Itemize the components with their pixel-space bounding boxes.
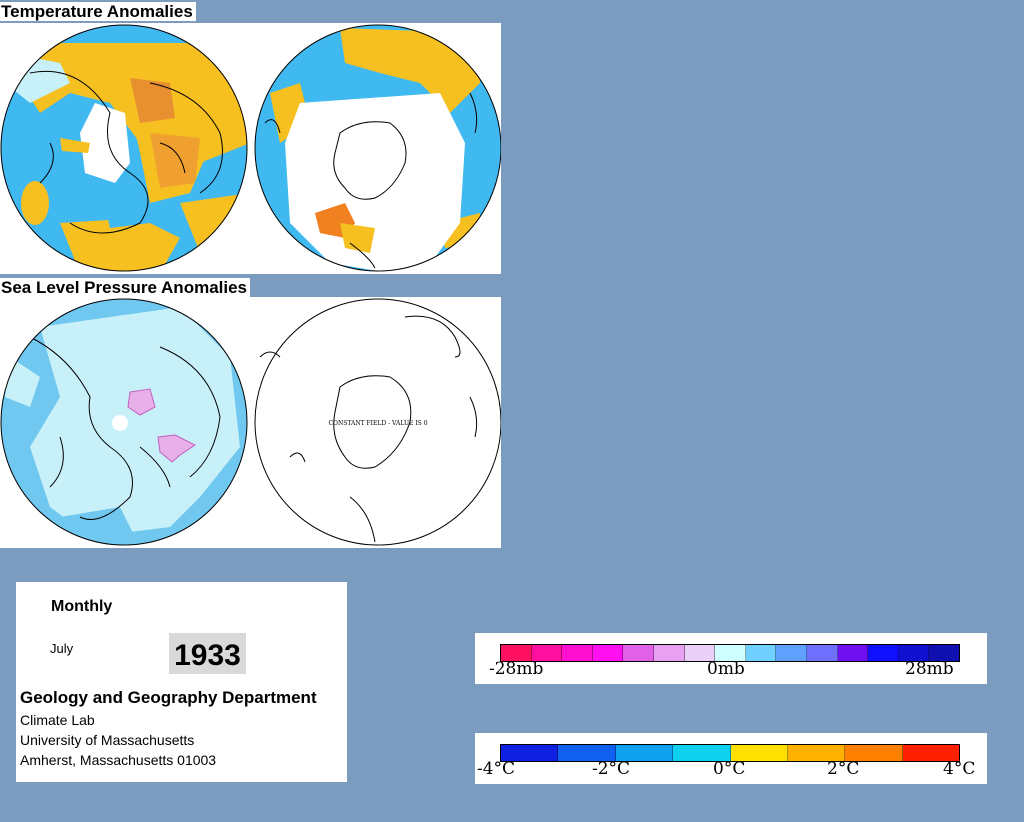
- temperature-south-map: [255, 25, 501, 271]
- pressure-maps-panel: CONSTANT FIELD - VALUE IS 0: [0, 297, 501, 548]
- pressure-maps-svg: CONSTANT FIELD - VALUE IS 0: [0, 298, 501, 546]
- temperature-legend-swatch-1: [558, 745, 616, 761]
- temperature-section-title: Temperature Anomalies: [0, 2, 196, 21]
- month-label: July: [50, 641, 74, 656]
- pressure-legend-swatch-8: [745, 645, 777, 661]
- pressure-legend-swatch-14: [929, 645, 959, 661]
- temperature-maps-svg: [0, 24, 501, 272]
- temperature-color-bar: [500, 744, 960, 762]
- pressure-legend-swatch-5: [653, 645, 685, 661]
- university-name: University of Massachusetts: [20, 732, 195, 748]
- department-name: Geology and Geography Department: [20, 688, 317, 707]
- temperature-legend-swatch-5: [787, 745, 846, 761]
- temperature-legend-label-neg2: -2°C: [592, 759, 631, 779]
- temperature-legend-swatch-7: [902, 745, 959, 761]
- period-type-label: Monthly: [51, 598, 113, 615]
- pressure-south-map: CONSTANT FIELD - VALUE IS 0: [254, 298, 501, 546]
- pressure-section-title: Sea Level Pressure Anomalies: [0, 278, 251, 297]
- temperature-legend: -4°C -2°C 0°C 2°C 4°C: [475, 733, 987, 784]
- temperature-legend-label-zero: 0°C: [713, 759, 746, 779]
- pressure-legend-swatch-11: [837, 645, 869, 661]
- pressure-legend-swatch-12: [868, 645, 899, 661]
- pressure-north-map: [1, 299, 247, 545]
- pressure-legend: -28mb 0mb 28mb: [475, 633, 987, 684]
- pressure-legend-swatch-13: [898, 645, 930, 661]
- year-display: 1933: [169, 633, 246, 674]
- pressure-legend-swatch-1: [531, 645, 563, 661]
- temperature-legend-swatch-2: [615, 745, 674, 761]
- pressure-legend-max-label: 28mb: [905, 659, 954, 679]
- lab-name: Climate Lab: [20, 712, 95, 728]
- temperature-legend-swatch-6: [845, 745, 903, 761]
- info-box: Monthly July 1933 Geology and Geography …: [16, 582, 347, 782]
- pressure-color-bar: [500, 644, 960, 662]
- temperature-maps-panel: [0, 23, 501, 274]
- pressure-legend-swatch-6: [684, 645, 716, 661]
- temperature-legend-label-pos4: 4°C: [943, 759, 976, 779]
- temperature-legend-swatch-3: [673, 745, 731, 761]
- constant-field-note: CONSTANT FIELD - VALUE IS 0: [328, 420, 427, 427]
- pressure-legend-zero-label: 0mb: [707, 659, 745, 679]
- pressure-legend-swatch-2: [562, 645, 593, 661]
- pressure-legend-min-label: -28mb: [489, 659, 544, 679]
- pressure-legend-swatch-9: [776, 645, 807, 661]
- temperature-legend-label-neg4: -4°C: [477, 759, 516, 779]
- pressure-legend-swatch-7: [715, 645, 746, 661]
- pressure-legend-swatch-3: [592, 645, 624, 661]
- pressure-legend-swatch-0: [501, 645, 532, 661]
- address-line: Amherst, Massachusetts 01003: [20, 752, 217, 768]
- temperature-legend-swatch-4: [730, 745, 788, 761]
- temperature-legend-label-pos2: 2°C: [827, 759, 860, 779]
- pressure-legend-swatch-4: [623, 645, 654, 661]
- pressure-legend-swatch-10: [806, 645, 838, 661]
- temperature-legend-swatch-0: [501, 745, 559, 761]
